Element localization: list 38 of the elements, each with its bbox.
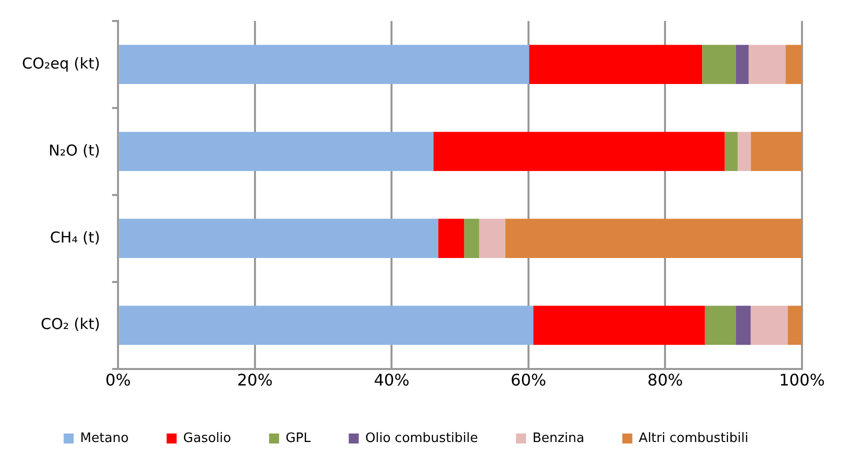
bar	[119, 132, 434, 171]
bar	[433, 132, 725, 171]
legend-label: Gasolio	[183, 430, 232, 446]
legend-label: Metano	[80, 430, 129, 446]
legend-label: Altri combustibili	[638, 430, 748, 446]
bar	[750, 132, 802, 171]
bar	[736, 306, 751, 345]
bar	[702, 44, 736, 84]
bar	[119, 306, 534, 345]
bar	[738, 132, 751, 171]
bar	[704, 306, 736, 345]
x-tick-label: 20%	[237, 370, 273, 390]
bar	[505, 218, 802, 258]
bar	[788, 306, 802, 345]
bar	[724, 132, 738, 171]
bar	[736, 44, 749, 84]
legend-label: Olio combustibile	[365, 430, 478, 446]
bar	[529, 44, 702, 84]
x-tick-label: 80%	[647, 370, 683, 390]
bar	[119, 218, 438, 258]
bar	[479, 218, 506, 258]
bar	[533, 306, 705, 345]
legend-label: Benzina	[532, 430, 584, 446]
y-tick-label: N₂O (t)	[48, 141, 100, 160]
bar	[464, 218, 480, 258]
bar	[119, 44, 530, 84]
x-tick-label: 0%	[105, 370, 131, 390]
x-tick-label: 60%	[510, 370, 546, 390]
legend-label: GPL	[286, 430, 312, 446]
bar	[750, 306, 788, 345]
bar	[748, 44, 786, 84]
x-tick-label: 40%	[374, 370, 410, 390]
x-tick-label: 100%	[779, 370, 825, 390]
y-tick-label: CO₂eq (kt)	[22, 54, 100, 72]
bar	[786, 44, 802, 84]
y-tick-label: CO₂ (kt)	[40, 315, 100, 334]
y-tick-label: CH₄ (t)	[50, 228, 100, 246]
bar	[438, 218, 464, 258]
